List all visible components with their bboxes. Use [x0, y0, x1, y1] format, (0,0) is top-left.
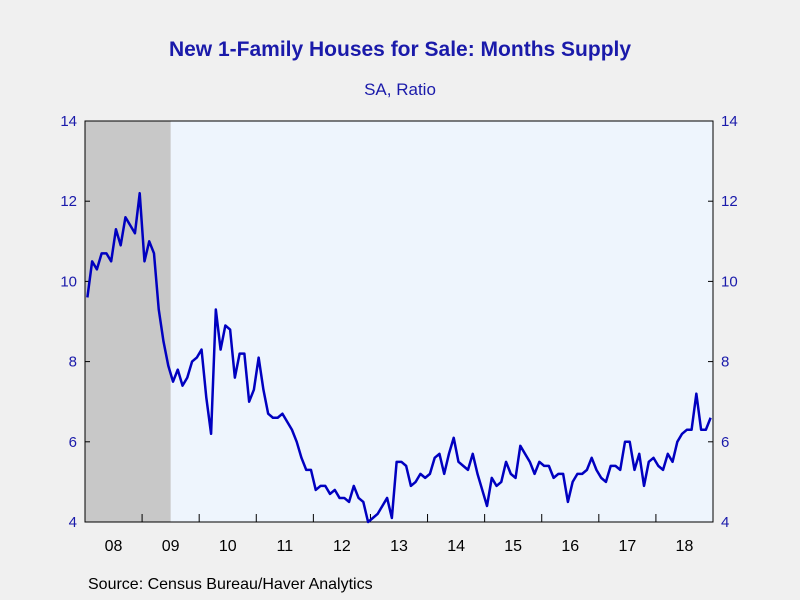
y-tick-label-right: 12	[721, 193, 738, 210]
x-tick-label: 09	[162, 538, 180, 555]
y-tick-label-left: 4	[69, 514, 77, 531]
plot-area	[85, 121, 713, 522]
plot-frame	[84, 120, 714, 523]
y-tick-label-right: 14	[721, 113, 738, 130]
x-tick-label: 12	[333, 538, 351, 555]
chart-subtitle: SA, Ratio	[364, 80, 436, 99]
source-note: Source: Census Bureau/Haver Analytics	[88, 576, 373, 593]
y-tick-label-right: 8	[721, 354, 729, 371]
y-tick-label-left: 8	[69, 354, 77, 371]
recession-shading	[85, 121, 171, 522]
y-tick-label-right: 10	[721, 273, 738, 290]
x-tick-label: 16	[561, 538, 579, 555]
y-tick-label-left: 10	[60, 273, 77, 290]
y-tick-label-left: 6	[69, 434, 77, 451]
chart-title: New 1-Family Houses for Sale: Months Sup…	[168, 38, 632, 61]
y-tick-label-left: 14	[60, 113, 77, 130]
series-line	[86, 191, 712, 524]
x-tick-label: 15	[504, 538, 522, 555]
y-tick-label-left: 12	[60, 193, 77, 210]
x-tick-label: 13	[390, 538, 408, 555]
y-tick-label-right: 4	[721, 514, 729, 531]
x-tick-label: 14	[447, 538, 465, 555]
y-tick-label-right: 6	[721, 434, 729, 451]
x-tick-label: 11	[277, 538, 294, 555]
x-tick-label: 10	[219, 538, 237, 555]
x-tick-label: 08	[105, 538, 123, 555]
x-tick-label: 18	[676, 538, 694, 555]
x-tick-label: 17	[618, 538, 636, 555]
